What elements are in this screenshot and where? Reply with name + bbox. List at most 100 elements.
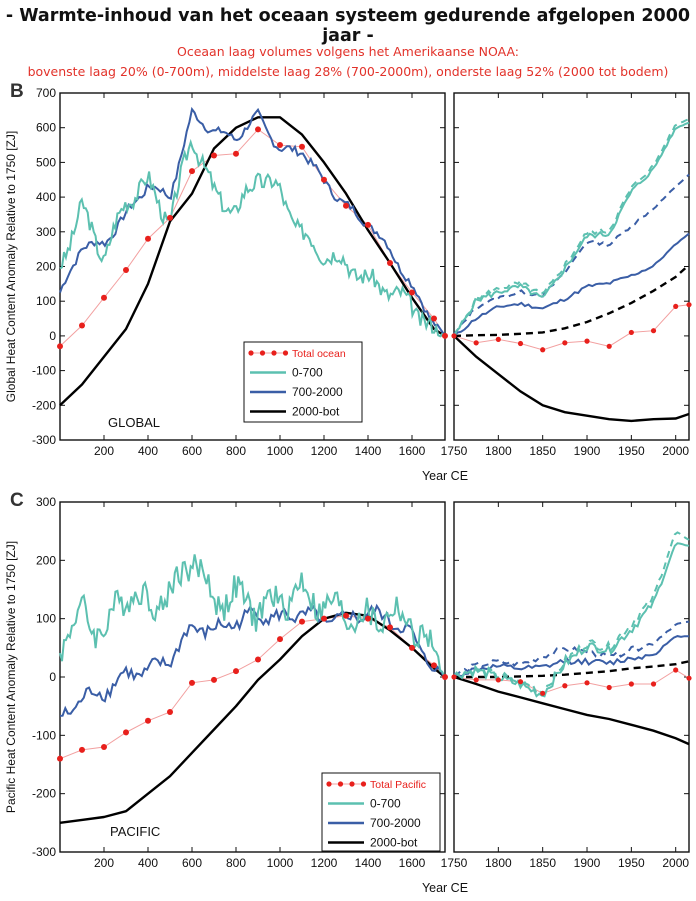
total-point: [189, 168, 195, 175]
panel-c: -300 -200 -100 0 100 200 300 200 400 600 800 1000 12…: [4, 490, 692, 895]
total-point: [431, 315, 437, 322]
x-tick-label: 400: [138, 856, 158, 870]
total-point: [255, 126, 261, 133]
y-tick-label: 700: [36, 86, 56, 100]
total-point: [495, 336, 501, 342]
y-tick-label: 200: [36, 553, 56, 567]
total-point: [321, 176, 327, 183]
total-point: [387, 624, 393, 631]
region-label: PACIFIC: [110, 824, 160, 839]
y-tick-label: 600: [36, 121, 56, 135]
total-point: [123, 266, 129, 273]
total-point: [562, 683, 568, 689]
total-point: [255, 656, 261, 663]
legend-entry: 2000-bot: [370, 836, 418, 850]
legend: Total Pacific 0-700 700-2000 2000-bot: [321, 772, 441, 852]
total-point: [79, 746, 85, 753]
x-axis-label: Year CE: [422, 469, 468, 483]
x-tick-label: 600: [182, 856, 202, 870]
page-title: - Warmte-inhoud van het oceaan systeem g…: [5, 6, 691, 46]
total-point: [540, 347, 546, 353]
x-tick-label: 400: [138, 444, 158, 458]
x-tick-label: 800: [226, 444, 246, 458]
total-point: [606, 684, 612, 691]
total-point: [299, 143, 305, 150]
series-0-700-dashed-line: [453, 118, 690, 338]
total-point: [442, 332, 448, 339]
total-point: [686, 675, 692, 681]
total-point: [606, 343, 612, 349]
total-point: [517, 340, 524, 347]
x-tick-label: 1800: [485, 444, 512, 458]
total-point: [101, 744, 107, 750]
right-axes-frame: [453, 501, 690, 853]
total-point: [277, 142, 283, 149]
legend: Total ocean 0-700 700-2000 2000-bot: [243, 341, 363, 423]
y-tick-label: -200: [32, 787, 56, 801]
x-tick-label: 1750: [441, 444, 468, 458]
legend-swatch-dot: [337, 781, 344, 787]
total-point: [145, 717, 151, 724]
total-point: [451, 333, 457, 339]
x-tick-label: 1800: [485, 856, 512, 870]
total-point: [517, 679, 524, 685]
y-tick-label: 100: [36, 612, 56, 626]
total-point: [57, 343, 63, 350]
x-tick-label: 1400: [355, 444, 382, 458]
total-point: [123, 729, 129, 736]
y-tick-label: -300: [32, 845, 56, 859]
subtitle-line-2: bovenste laag 20% (0-700m), middelste la…: [27, 64, 669, 79]
y-tick-label: 400: [36, 190, 56, 204]
legend-swatch-dot: [282, 350, 289, 356]
x-tick-label: 1900: [574, 444, 601, 458]
total-point: [562, 340, 568, 346]
y-tick-label: 200: [36, 260, 56, 274]
x-tick-label: 1850: [529, 444, 556, 458]
series-0-700-dashed-line: [453, 531, 690, 695]
total-point: [167, 214, 173, 221]
series-700-2000-line: [453, 635, 689, 678]
legend-entry: 700-2000: [292, 385, 343, 399]
legend-swatch-dot: [259, 350, 266, 356]
y-tick-label: -100: [32, 364, 56, 378]
total-point: [145, 235, 151, 242]
x-tick-label: 1900: [574, 856, 601, 870]
legend-swatch-dot: [271, 350, 277, 356]
total-point: [431, 662, 437, 669]
legend-entry-total: Total ocean: [292, 348, 346, 360]
total-point: [387, 260, 393, 267]
x-tick-label: 1950: [618, 856, 645, 870]
series-total-line: [453, 304, 690, 351]
y-tick-label: -200: [32, 398, 56, 412]
y-axis-label: Global Heat Content Anomaly Relative to …: [4, 131, 18, 402]
y-tick-label: 0: [49, 670, 56, 684]
x-tick-label: 2000: [662, 444, 689, 458]
panel-b: -300 -200 -100 0 100 200 300 400 500 600 700 200 400…: [4, 81, 692, 483]
total-point: [343, 612, 349, 619]
region-label: GLOBAL: [108, 415, 160, 430]
total-point: [343, 202, 349, 209]
x-tick-label: 1600: [399, 856, 426, 870]
x-tick-label: 1850: [529, 856, 556, 870]
x-tick-label: 200: [94, 856, 114, 870]
total-point: [540, 690, 546, 696]
total-point: [233, 668, 239, 675]
legend-swatch-dot: [360, 781, 367, 787]
total-point: [673, 667, 679, 673]
total-point: [79, 322, 85, 329]
total-point: [650, 328, 657, 334]
y-tick-label: 300: [36, 225, 56, 239]
series-2000-bot-line: [453, 335, 690, 423]
x-tick-label: 600: [182, 444, 202, 458]
x-tick-label: 1400: [355, 856, 382, 870]
total-point: [299, 618, 305, 625]
x-tick-label: 200: [94, 444, 114, 458]
legend-entry-total: Total Pacific: [370, 779, 426, 791]
legend-entry: 0-700: [370, 797, 401, 811]
total-point: [584, 338, 590, 344]
x-tick-label: 1200: [311, 856, 338, 870]
total-point: [409, 289, 415, 296]
total-point: [442, 674, 448, 680]
y-tick-label: 300: [36, 495, 56, 509]
